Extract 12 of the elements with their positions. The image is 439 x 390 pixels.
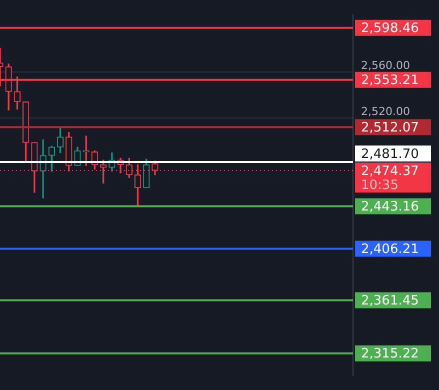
ref-line-label: 2,553.21 (361, 73, 419, 88)
text: 10:35 (361, 178, 398, 193)
ref-line-label: 2,481.70 (361, 146, 419, 162)
y-tick-label: 2,560.00 (361, 58, 410, 72)
ref-line-label: 2,598.46 (361, 21, 419, 36)
ref-line-label: 2,315.22 (361, 346, 419, 362)
ref-line-label: 2,512.07 (361, 120, 419, 136)
y-tick-label: 2,520.00 (361, 104, 410, 118)
ref-line-label: 2,406.21 (361, 242, 419, 258)
ref-line-label: 2,361.45 (361, 294, 419, 309)
ref-line-label: 2,474.37 (361, 164, 419, 179)
ref-line-label: 2,443.16 (361, 200, 419, 215)
